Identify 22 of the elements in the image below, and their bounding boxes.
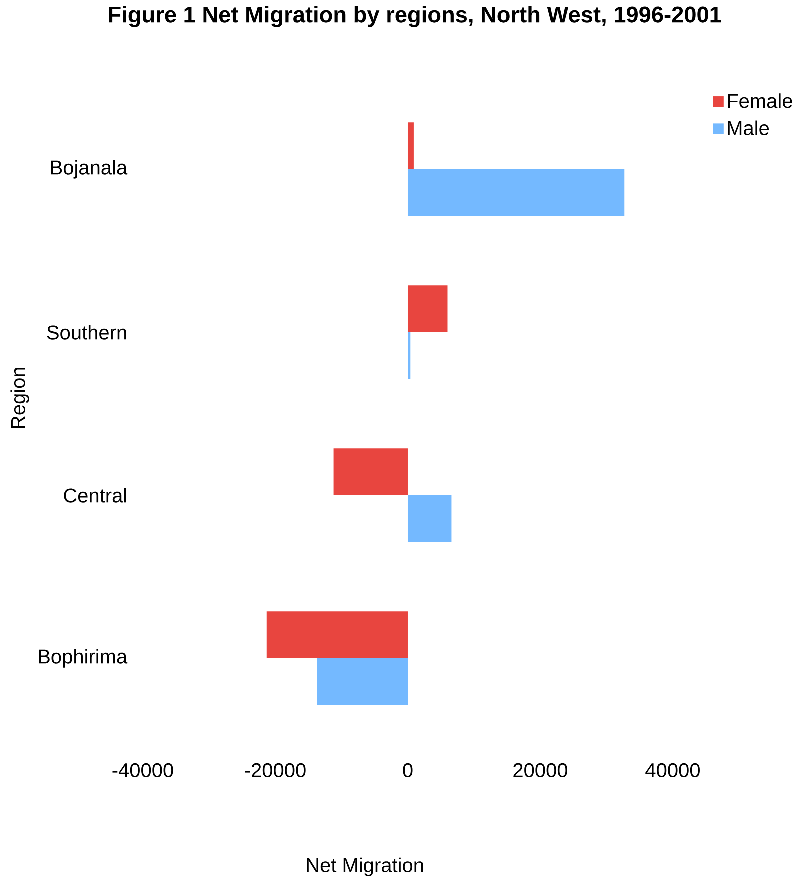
- bar: [408, 170, 625, 216]
- y-tick-label: Bojanala: [51, 160, 128, 179]
- x-tick-label: 20000: [514, 763, 568, 778]
- bar: [266, 612, 408, 659]
- bar: [408, 122, 414, 170]
- x-axis-title: Net Migration: [307, 858, 424, 876]
- bar: [408, 332, 411, 380]
- y-tick-label: Southern: [47, 325, 126, 340]
- x-tick-label: -20000: [245, 763, 306, 778]
- x-tick-label: -40000: [112, 763, 174, 778]
- legend-label: Female: [728, 94, 792, 108]
- y-axis-title: Region: [10, 368, 30, 428]
- x-tick-label: 40000: [646, 763, 700, 778]
- x-tick-label: 0: [403, 763, 413, 778]
- bar: [408, 286, 448, 333]
- y-tick-label: Bophirima: [39, 649, 128, 668]
- chart-title: Figure 1 Net Migration by regions, North West, 1996-2001: [109, 6, 722, 28]
- y-tick-label: Central: [64, 488, 126, 503]
- bar: [317, 658, 408, 706]
- bar: [334, 448, 408, 496]
- legend-label: Male: [728, 120, 770, 136]
- bar: [408, 496, 452, 542]
